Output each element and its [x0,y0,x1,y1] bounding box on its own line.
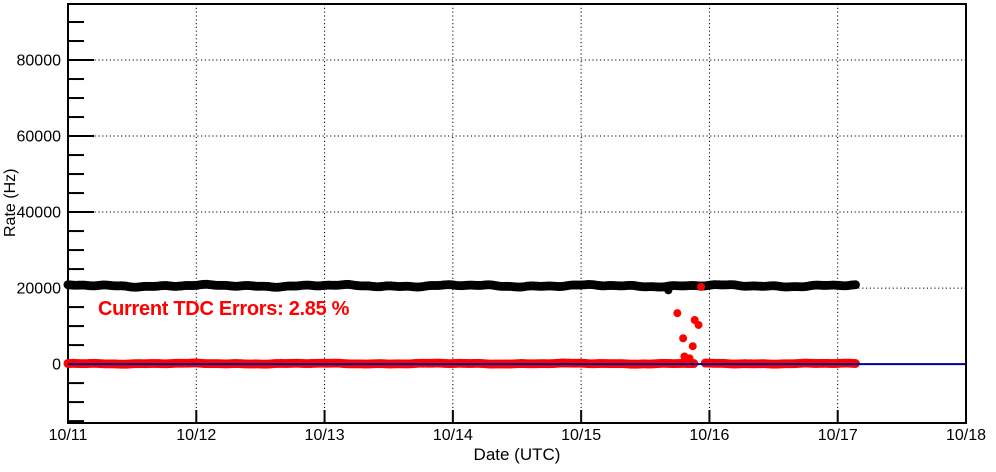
x-tick-label: 10/15 [561,427,601,444]
x-tick-label: 10/16 [689,427,729,444]
y-tick-label: 80000 [17,53,62,70]
y-axis-title: Rate (Hz) [2,168,19,237]
y-tick-label: 60000 [17,129,62,146]
series-hit-rate [63,279,860,295]
tdc-error-rate-outlier [682,355,691,364]
y-tick-label: 40000 [17,205,62,222]
tdc-error-rate-outlier [673,309,682,318]
tdc-error-rate-outlier [697,282,706,291]
x-tick-label: 10/17 [818,427,858,444]
y-tick-label: 20000 [17,281,62,298]
tdc-error-annotation: Current TDC Errors: 2.85 % [98,298,350,320]
series-tdc-error-rate [63,282,860,369]
tdc-error-rate-outlier [694,320,703,329]
tdc-error-rate-outlier [679,334,688,343]
x-axis-title: Date (UTC) [473,445,561,464]
y-tick-label: 0 [52,357,61,374]
x-tick-label: 10/12 [176,427,216,444]
hit-rate-outlier [664,286,673,295]
x-tick-label: 10/18 [946,427,986,444]
x-tick-label: 10/11 [49,427,88,444]
tick-labels: 0 20000 40000 60000 80000 10/11 10/12 10/13 10/1… [17,53,987,444]
x-tick-label: 10/14 [433,427,473,444]
plot-frame [67,3,967,424]
tdc-error-rate-outlier [688,342,697,351]
x-tick-label: 10/13 [305,427,345,444]
